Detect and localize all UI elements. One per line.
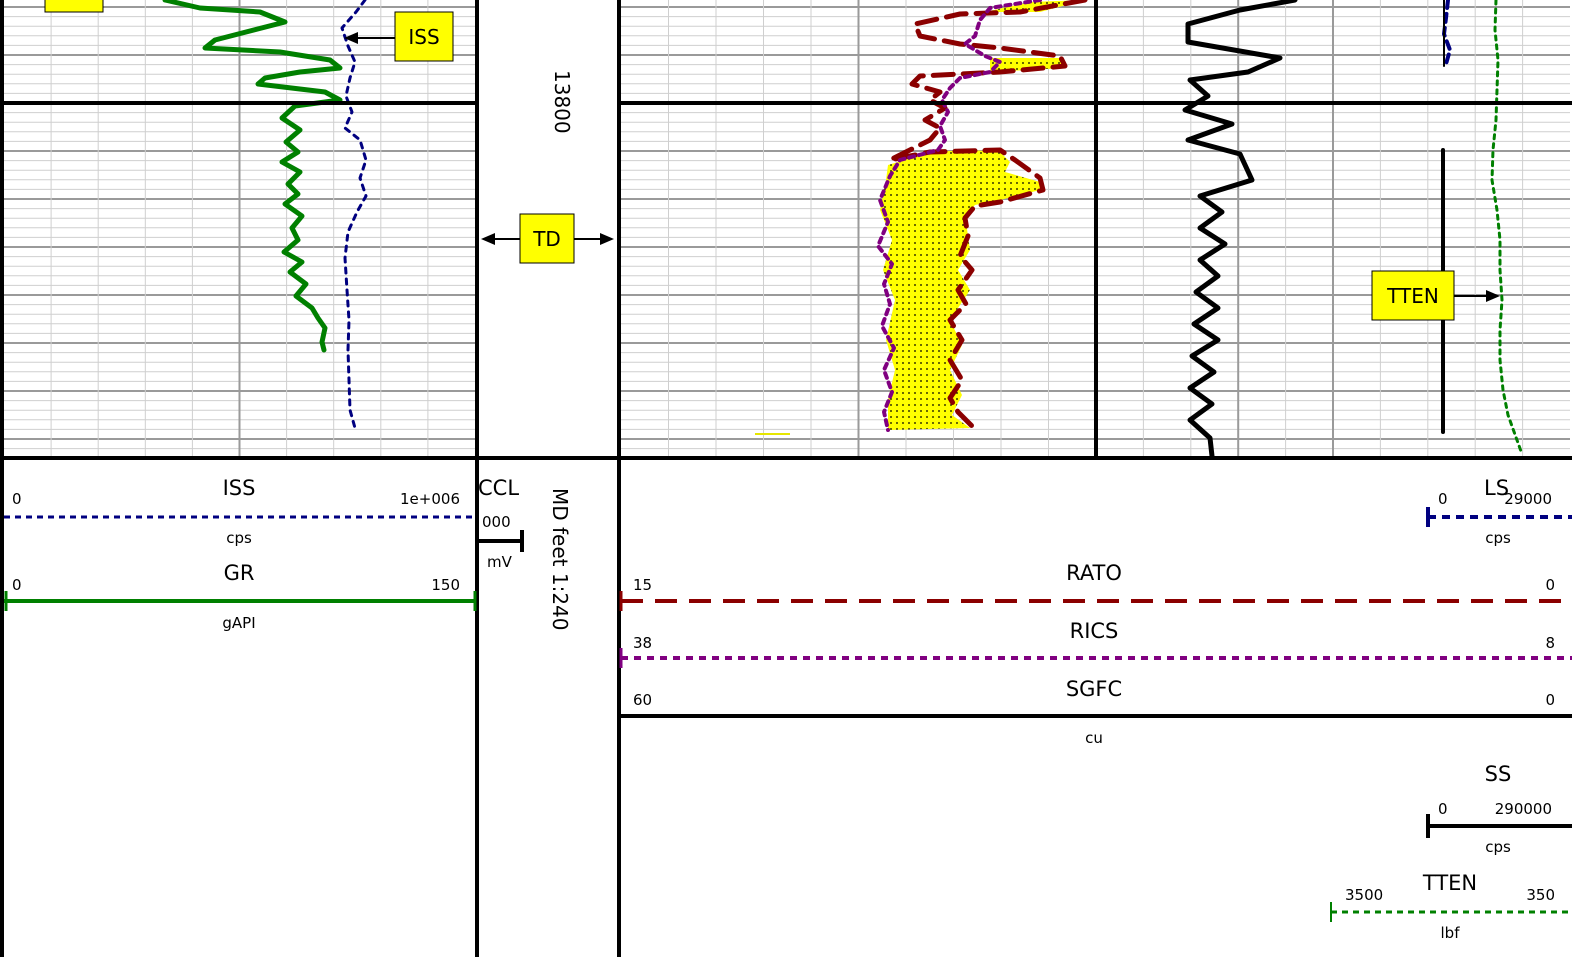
tten-arrowhead-icon — [1486, 290, 1500, 302]
iss-callout: ISS — [344, 11, 454, 62]
gr-header: GR 0 150 gAPI — [4, 561, 477, 632]
ls-header-right: 29000 — [1504, 490, 1552, 508]
td-callout: TD — [481, 213, 614, 264]
tten-callout: TTEN — [1371, 270, 1500, 321]
tten-callout-box — [1371, 270, 1455, 321]
gr-header-left: 0 — [12, 576, 22, 594]
gr-header-unit: gAPI — [222, 614, 255, 632]
log-curves — [162, 0, 1524, 459]
rics-header-name: RICS — [1070, 619, 1119, 643]
rics-header: RICS 38 8 — [619, 619, 1572, 668]
ls-header-unit: cps — [1485, 529, 1511, 547]
td-arrowhead-right-icon — [600, 233, 614, 245]
rato-header: RATO 15 0 — [619, 561, 1572, 611]
ccl-header-left: 000 — [482, 513, 511, 531]
ls-header: LS 0 29000 cps — [1426, 476, 1572, 547]
tten-header-unit: lbf — [1441, 924, 1461, 942]
log-grid — [4, 0, 1570, 458]
ls-header-name: LS — [1484, 476, 1509, 500]
depth-label: 13800 — [550, 70, 574, 134]
gr-header-name: GR — [224, 561, 255, 585]
tten-curve — [1490, 0, 1524, 456]
tten-header-right: 350 — [1526, 886, 1555, 904]
ss-header-name: SS — [1485, 762, 1512, 786]
rato-header-name: RATO — [1066, 561, 1122, 585]
sgfc-header: SGFC 60 0 cu — [621, 677, 1572, 747]
iss-callout-label: ISS — [408, 25, 439, 49]
ss-header-unit: cps — [1485, 838, 1511, 856]
rics-curve — [876, 0, 1042, 432]
iss-header: ISS 0 1e+006 cps — [4, 476, 475, 547]
tten-header-name: TTEN — [1422, 871, 1477, 895]
rics-header-left: 38 — [633, 634, 652, 652]
gr-header-right: 150 — [431, 576, 460, 594]
ccl-header-unit: mV — [487, 553, 513, 571]
ss-header: SS 0 290000 cps — [1426, 762, 1572, 856]
iss-header-right: 1e+006 — [400, 490, 460, 508]
ls-header-left: 0 — [1438, 490, 1448, 508]
sgfc-header-left: 60 — [633, 691, 652, 709]
gr-curve — [162, 0, 343, 353]
iss-arrowhead-icon — [344, 32, 358, 44]
rato-header-left: 15 — [633, 576, 652, 594]
rato-header-right: 0 — [1545, 576, 1555, 594]
iss-callout-box — [394, 11, 454, 62]
sgfc-header-unit: cu — [1085, 729, 1103, 747]
depth-scale-text: MD feet 1:240 — [548, 488, 572, 631]
sgfc-header-name: SGFC — [1066, 677, 1122, 701]
sgfc-curve — [1182, 0, 1298, 459]
ccl-header-name: CCL — [478, 476, 519, 500]
iss-header-unit: cps — [226, 529, 252, 547]
iss-curve — [340, 0, 368, 430]
ss-header-right: 290000 — [1495, 800, 1552, 818]
tten-header: TTEN 3500 350 lbf — [1330, 871, 1572, 942]
iss-header-name: ISS — [223, 476, 256, 500]
ss-header-left: 0 — [1438, 800, 1448, 818]
sgfc-header-right: 0 — [1545, 691, 1555, 709]
ccl-header: CCL 000 mV — [477, 476, 524, 571]
tten-header-left: 3500 — [1345, 886, 1383, 904]
partial-callout-box — [44, 0, 104, 13]
rics-header-right: 8 — [1545, 634, 1555, 652]
tten-callout-label: TTEN — [1386, 284, 1439, 308]
iss-header-left: 0 — [12, 490, 22, 508]
td-callout-label: TD — [532, 227, 561, 251]
td-arrowhead-left-icon — [481, 233, 495, 245]
td-callout-box — [519, 213, 575, 264]
